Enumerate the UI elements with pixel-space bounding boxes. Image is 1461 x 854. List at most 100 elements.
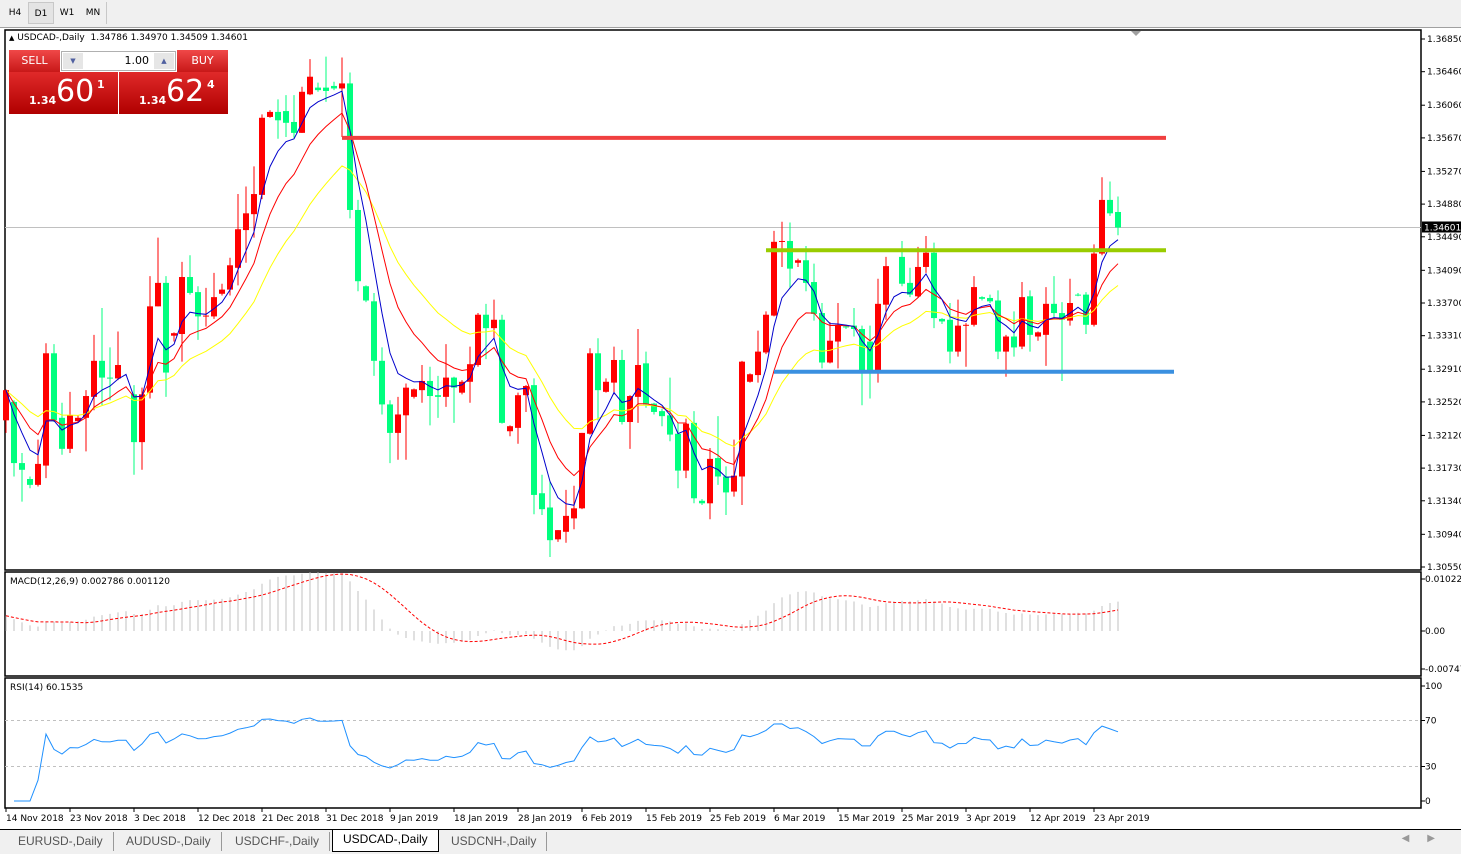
lot-increase-icon[interactable]: ▲ bbox=[154, 53, 174, 69]
candle-bull bbox=[443, 377, 449, 397]
lot-size-stepper[interactable]: ▼ 1.00 ▲ bbox=[61, 51, 176, 71]
time-axis-label: 15 Mar 2019 bbox=[838, 814, 895, 824]
candle-bear bbox=[163, 282, 169, 373]
candle-bull bbox=[139, 394, 145, 443]
candle-bull bbox=[1091, 253, 1097, 325]
price-axis-label: 1.33700 bbox=[1427, 299, 1461, 309]
time-axis-label: 12 Apr 2019 bbox=[1030, 814, 1086, 824]
candle-bear bbox=[643, 363, 649, 405]
timeframe-d1[interactable]: D1 bbox=[28, 2, 54, 24]
candle-bull bbox=[923, 252, 929, 267]
timeframe-h4[interactable]: H4 bbox=[8, 8, 22, 18]
candle-bear bbox=[59, 417, 65, 449]
candle-bear bbox=[1027, 296, 1033, 335]
candle-bull bbox=[779, 240, 785, 242]
candle-bull bbox=[227, 265, 233, 290]
time-axis-label: 15 Feb 2019 bbox=[646, 814, 702, 824]
candle-bear bbox=[371, 301, 377, 361]
candle-bull bbox=[795, 260, 801, 263]
candle-bull bbox=[763, 314, 769, 353]
tab-usdcad[interactable]: USDCAD-,Daily bbox=[332, 830, 439, 852]
candle-bull bbox=[579, 432, 585, 509]
candle-bull bbox=[755, 351, 761, 376]
candle-bear bbox=[131, 394, 137, 443]
candle-bear bbox=[1115, 211, 1121, 228]
candle-bear bbox=[27, 479, 33, 485]
candle-bull bbox=[915, 266, 921, 297]
candle-bull bbox=[963, 324, 969, 326]
candle-bull bbox=[459, 381, 465, 393]
candle-bear bbox=[595, 353, 601, 391]
collapse-triangle-icon[interactable]: ▲ bbox=[9, 34, 15, 42]
tab-usdcnh[interactable]: USDCNH-,Daily bbox=[441, 832, 548, 851]
tab-audusd[interactable]: AUDUSD-,Daily bbox=[116, 832, 222, 851]
candle-bull bbox=[339, 83, 345, 89]
candle-bull bbox=[147, 306, 153, 393]
candle-bull bbox=[523, 385, 529, 396]
one-click-trading-panel: SELL ▼ 1.00 ▲ BUY 1.34 60 1 1.34 62 4 bbox=[9, 50, 228, 114]
candle-bull bbox=[299, 91, 305, 133]
candle-bear bbox=[51, 353, 57, 421]
candle-bull bbox=[419, 380, 425, 391]
buy-button[interactable]: BUY bbox=[177, 50, 228, 72]
candle-bear bbox=[19, 463, 25, 470]
price-axis-label: 1.35670 bbox=[1427, 134, 1461, 144]
candle-bull bbox=[115, 365, 121, 379]
candle-bear bbox=[899, 256, 905, 284]
rsi-line bbox=[14, 717, 1119, 802]
price-axis-label: 1.31340 bbox=[1427, 497, 1461, 507]
candle-bull bbox=[971, 287, 977, 325]
candle-bull bbox=[203, 315, 209, 317]
timeframe-mn[interactable]: MN bbox=[85, 8, 101, 18]
candle-bear bbox=[995, 300, 1001, 352]
candle-bull bbox=[491, 319, 497, 329]
sell-button[interactable]: SELL bbox=[9, 50, 60, 72]
time-axis-label: 23 Nov 2018 bbox=[70, 814, 128, 824]
candle-bear bbox=[347, 83, 353, 210]
candle-bear bbox=[427, 380, 433, 397]
candle-bear bbox=[331, 85, 337, 89]
candle-bear bbox=[451, 377, 457, 388]
current-price-label: 1.34601 bbox=[1424, 223, 1461, 233]
candle-bear bbox=[11, 401, 17, 464]
candle-bull bbox=[155, 282, 161, 307]
candle-bull bbox=[75, 417, 81, 422]
candle-bull bbox=[475, 314, 481, 366]
candle-bear bbox=[99, 360, 105, 378]
candle-bull bbox=[395, 414, 401, 433]
candle-bear bbox=[651, 403, 657, 412]
lot-decrease-icon[interactable]: ▼ bbox=[63, 53, 83, 69]
candle-bear bbox=[315, 87, 321, 91]
buy-price-button[interactable]: 1.34 62 4 bbox=[119, 72, 228, 114]
time-axis-label: 6 Mar 2019 bbox=[774, 814, 826, 824]
chart-tabs: EURUSD-,Daily AUDUSD-,Daily USDCHF-,Dail… bbox=[0, 829, 1461, 854]
sell-price-button[interactable]: 1.34 60 1 bbox=[9, 72, 118, 114]
candle-bear bbox=[667, 415, 673, 435]
price-axis-label: 1.36460 bbox=[1427, 68, 1461, 78]
candle-bear bbox=[1075, 294, 1081, 296]
candle-bear bbox=[659, 411, 665, 417]
candle-bull bbox=[611, 359, 617, 383]
price-axis-label: 1.32120 bbox=[1427, 431, 1461, 441]
buy-price-pips: 62 bbox=[166, 74, 205, 109]
candle-bull bbox=[467, 364, 473, 382]
timeframe-w1[interactable]: W1 bbox=[59, 8, 75, 18]
tab-usdchf[interactable]: USDCHF-,Daily bbox=[225, 832, 330, 851]
candle-bear bbox=[1059, 313, 1065, 320]
time-axis-label: 14 Nov 2018 bbox=[6, 814, 64, 824]
price-axis-label: 1.34490 bbox=[1427, 233, 1461, 243]
time-axis-label: 28 Jan 2019 bbox=[518, 814, 572, 824]
candle-bull bbox=[883, 266, 889, 305]
tab-eurusd[interactable]: EURUSD-,Daily bbox=[8, 832, 114, 851]
tab-scroll-arrows-icon[interactable]: ◀▶ bbox=[1401, 833, 1453, 844]
candle-bull bbox=[683, 423, 689, 471]
lot-size-input[interactable]: 1.00 bbox=[124, 54, 150, 67]
candle-bull bbox=[179, 277, 185, 335]
price-axis-label: 1.33310 bbox=[1427, 332, 1461, 342]
ma-mid-line bbox=[5, 112, 1119, 477]
candle-bear bbox=[387, 404, 393, 433]
sell-price-pips: 60 bbox=[56, 74, 95, 109]
candle-bear bbox=[539, 493, 545, 510]
chart-symbol: USDCAD-,Daily bbox=[17, 33, 85, 43]
